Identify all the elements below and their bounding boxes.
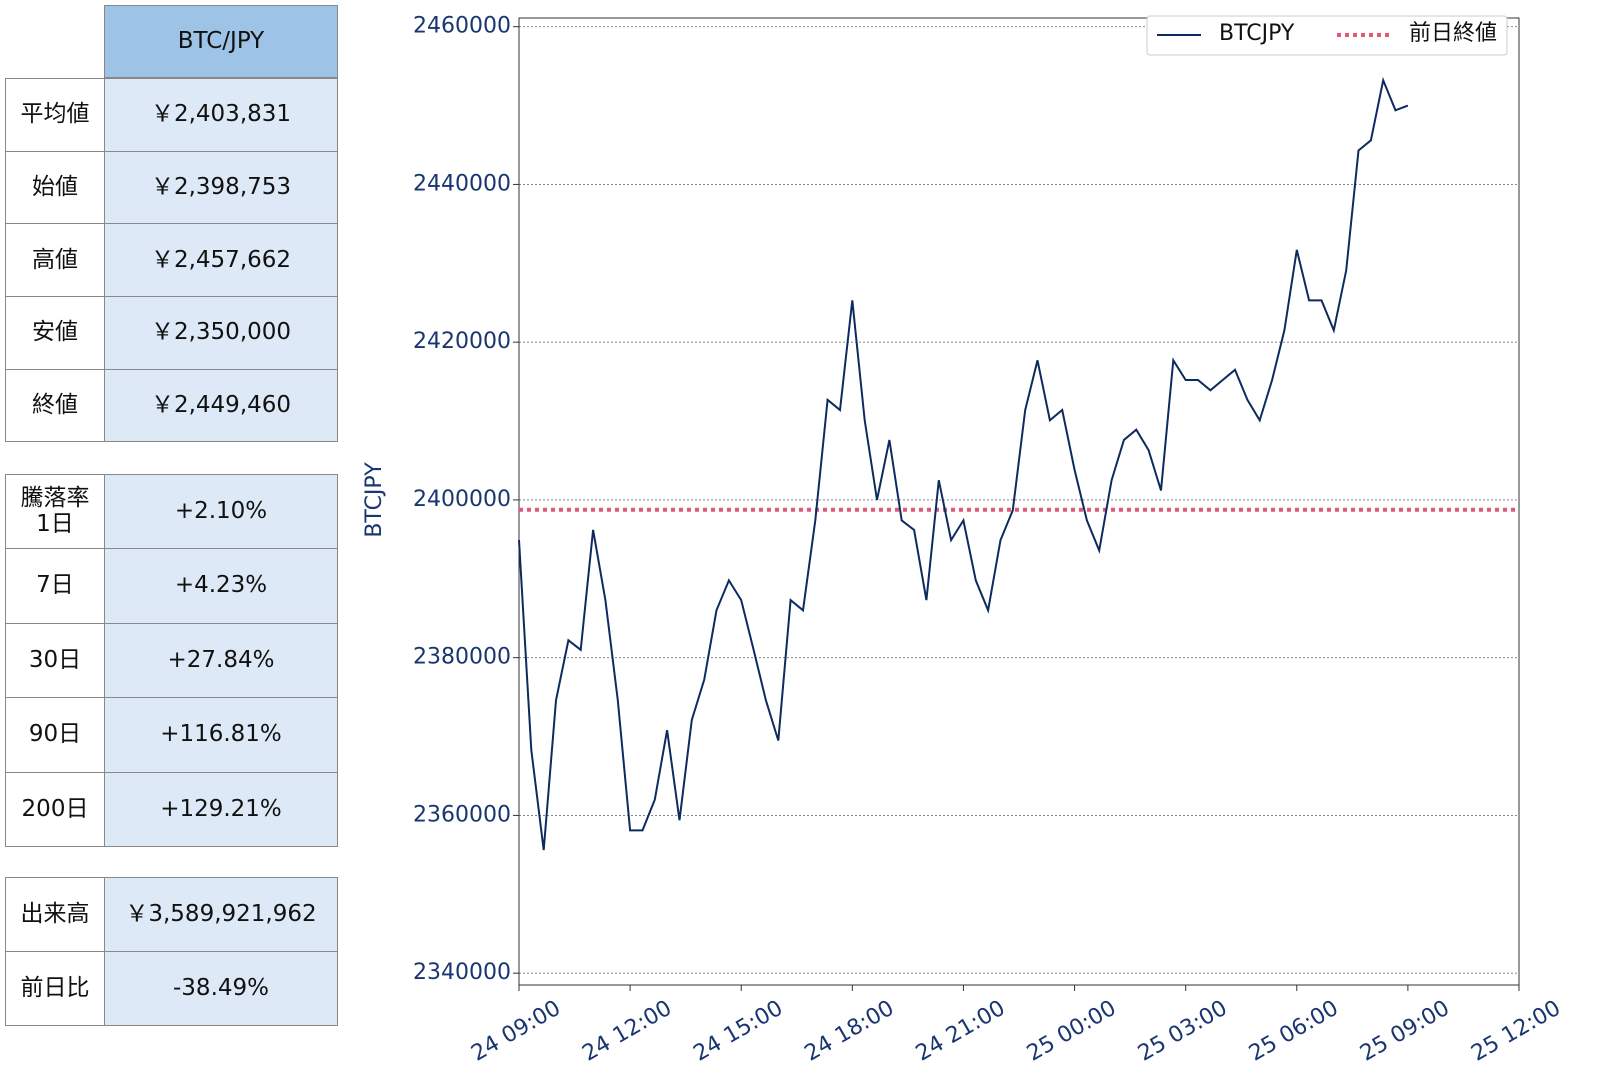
y-axis-label: BTCJPY [362,462,387,538]
plot-frame [518,17,1520,986]
row-value: ￥3,589,921,962 [104,877,338,952]
row-label: 騰落率 1日 [5,474,105,550]
table-header: BTC/JPY [104,5,338,78]
x-tick-label: 24 21:00 [912,996,1010,1067]
x-tick-label: 24 09:00 [467,996,565,1067]
row-label: 高値 [5,223,105,298]
y-tick-label: 2340000 [413,960,511,985]
row-label: 30日 [5,622,105,699]
row-value: +27.84% [104,622,338,699]
row-label: 200日 [5,771,105,847]
row-value: -38.49% [104,951,338,1026]
row-label: 7日 [5,548,105,624]
y-tick-label: 2460000 [413,14,511,39]
x-tick-label: 24 15:00 [690,996,788,1067]
y-tick-label: 2360000 [413,802,511,827]
x-tick-label: 24 18:00 [801,996,899,1067]
row-value: +116.81% [104,697,338,773]
x-tick-label: 24 12:00 [578,996,676,1067]
legend-label: BTCJPY [1219,21,1295,46]
y-tick-label: 2380000 [413,645,511,670]
x-tick-label: 25 03:00 [1134,996,1232,1067]
row-label: 終値 [5,368,105,443]
y-tick-label: 2420000 [413,329,511,354]
row-value: ￥2,398,753 [104,150,338,225]
x-tick-label: 25 09:00 [1356,996,1454,1067]
row-label: 安値 [5,296,105,370]
row-value: ￥2,457,662 [104,223,338,298]
legend-box [1146,15,1508,56]
row-label: 始値 [5,150,105,225]
price-line [518,76,1409,851]
x-tick-label: 25 00:00 [1023,996,1121,1067]
row-value: ￥2,403,831 [104,78,338,152]
row-label: 前日比 [5,951,105,1026]
y-tick-label: 2400000 [413,487,511,512]
row-value: ￥2,350,000 [104,296,338,370]
y-tick-label: 2440000 [413,171,511,196]
row-label: 出来高 [5,877,105,952]
row-value: +129.21% [104,771,338,847]
x-tick-label: 25 06:00 [1245,996,1343,1067]
x-tick-label: 25 12:00 [1467,996,1565,1067]
legend-label: 前日終値 [1409,21,1497,46]
row-value: ￥2,449,460 [104,368,338,443]
